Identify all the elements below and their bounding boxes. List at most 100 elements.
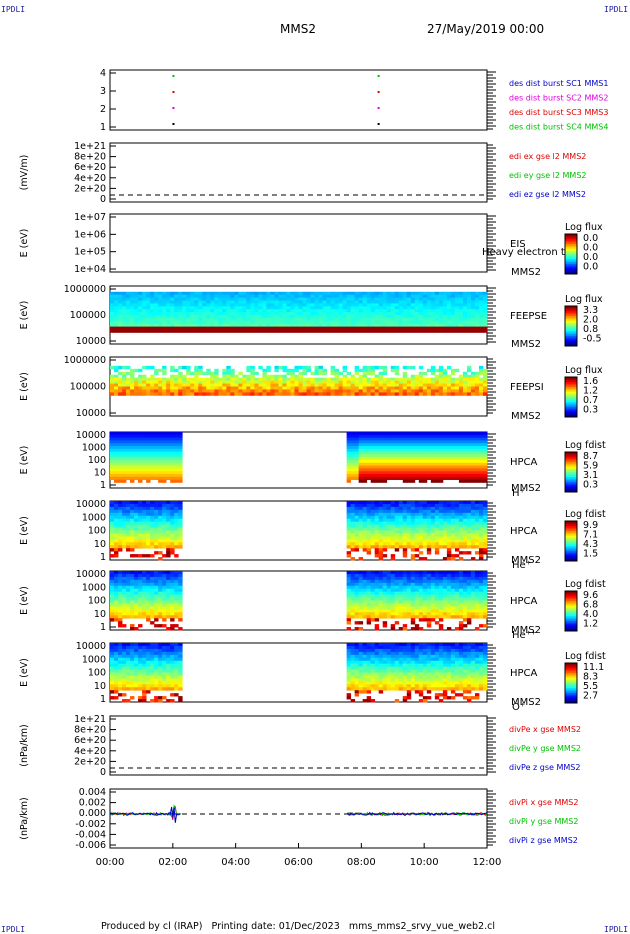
hpca-h-cell [478,465,484,469]
feepse-cell [478,300,484,304]
hpca-h-cell [390,448,396,452]
feepse-cell [430,320,436,325]
hpca-he-cell [350,536,356,540]
feepse-cell [362,303,368,307]
hpca-he-cell [410,518,416,523]
feepse-cell [114,329,119,333]
feepse-cell [246,291,251,296]
hpca-he-cell [450,530,456,534]
hpca-he-cell [470,530,476,534]
hpca-he-cell [478,551,484,555]
feepse-cell [238,317,243,322]
hpca-h-cell [166,446,171,450]
hpca-hepp-cell [370,603,376,607]
feepsi-cell [298,392,303,396]
hpca-h-cell [470,479,476,483]
feepsi-cell [198,383,203,387]
hpca-he-cell [142,518,147,523]
hpca-he-cell [122,506,127,511]
feepsi-cell [214,380,219,384]
hpca-he-cell [406,527,412,531]
hpca-h-cell [466,440,472,444]
feepse-cell [346,291,352,296]
hpca-h-cell [462,460,468,464]
feepsi-cell [182,380,187,384]
feepsi-instrument-label: FEEPSI [510,382,544,393]
feepse-cell [342,309,348,313]
feepse-cell [422,294,428,298]
feepsi-cell [438,392,444,396]
hpca-he-cell [458,539,464,543]
feepse-cell [226,315,231,319]
hpca-he-cell [466,515,472,520]
hpca-hepp-cell [166,609,171,613]
feepsi-cell [386,389,392,393]
feepse-cell [186,329,191,333]
hpca-h-cell [166,451,171,455]
hpca-h-cell [470,443,476,447]
feepse-cell [254,315,259,319]
feepsi-cell [266,389,271,393]
hpca-hepp-ytick-label: 10000 [76,569,106,580]
hpca-h-cell [370,462,376,466]
feepsi-cell [202,380,207,384]
hpca-he-colorbar-segment [565,534,577,537]
feepse-cell [454,306,460,310]
feepsi-cell [114,365,119,370]
feepse-cell [374,320,380,325]
feepse-cell [150,294,155,298]
feepsi-cell [202,371,207,376]
feepse-cell [302,300,307,304]
hpca-he-cell [378,524,384,528]
hpca-hepp-cell [390,627,396,631]
hpca-he-cell [470,521,476,525]
feepsi-cell [194,392,199,396]
eis-colorbar-segment [565,234,577,237]
hpca-he-cell [178,524,183,528]
feepse-cell [202,315,207,319]
feepsi-cell [358,374,364,379]
hpca-he-cell [418,515,424,520]
hpca-he-cell [422,506,428,511]
feepse-cell [314,294,319,298]
feepse-cell [390,297,396,301]
hpca-he-cell [130,527,135,531]
feepsi-cell [422,377,428,381]
hpca-hepp-cell [126,579,131,584]
feepse-cell [322,312,327,316]
hpca-he-cell [406,506,412,511]
hpca-hepp-cell [362,612,368,616]
hpca-he-cell [146,545,151,549]
feepse-cell [466,303,472,307]
feepsi-cell [346,383,352,387]
feepsi-cell [442,371,448,376]
feepsi-cell [330,368,335,373]
hpca-hepp-cell [402,571,408,575]
hpca-he-cell [474,539,480,543]
hpca-h-cell [422,440,428,444]
feepse-cell [138,291,143,296]
feepse-cell [418,329,424,333]
eis-colorbar-segment [565,252,577,255]
feepsi-cell [322,371,327,376]
hpca-h-cell [134,471,139,475]
feepse-cell [310,291,315,296]
hpca-hepp-cell [138,573,143,578]
feepse-cell [274,320,279,325]
feepse-cell [250,320,255,325]
hpca-h-cell [170,474,175,478]
hpca-hepp-cell [398,615,404,619]
hpca-he-cell [110,533,115,537]
hpca-h-cell [370,440,376,444]
feepse-cell [338,309,344,313]
hpca-he-cell [454,509,460,514]
hpca-h-cell [162,474,167,478]
hpca-hepp-cell [130,612,135,616]
hpca-h-cell [350,432,356,436]
hpca-hepp-cell [162,573,167,578]
hpca-h-cell [354,468,360,472]
hpca-he-cell [442,509,448,514]
hpca-he-cell [118,527,123,531]
feepse-cell [130,312,135,316]
hpca-hepp-cell [350,585,356,590]
